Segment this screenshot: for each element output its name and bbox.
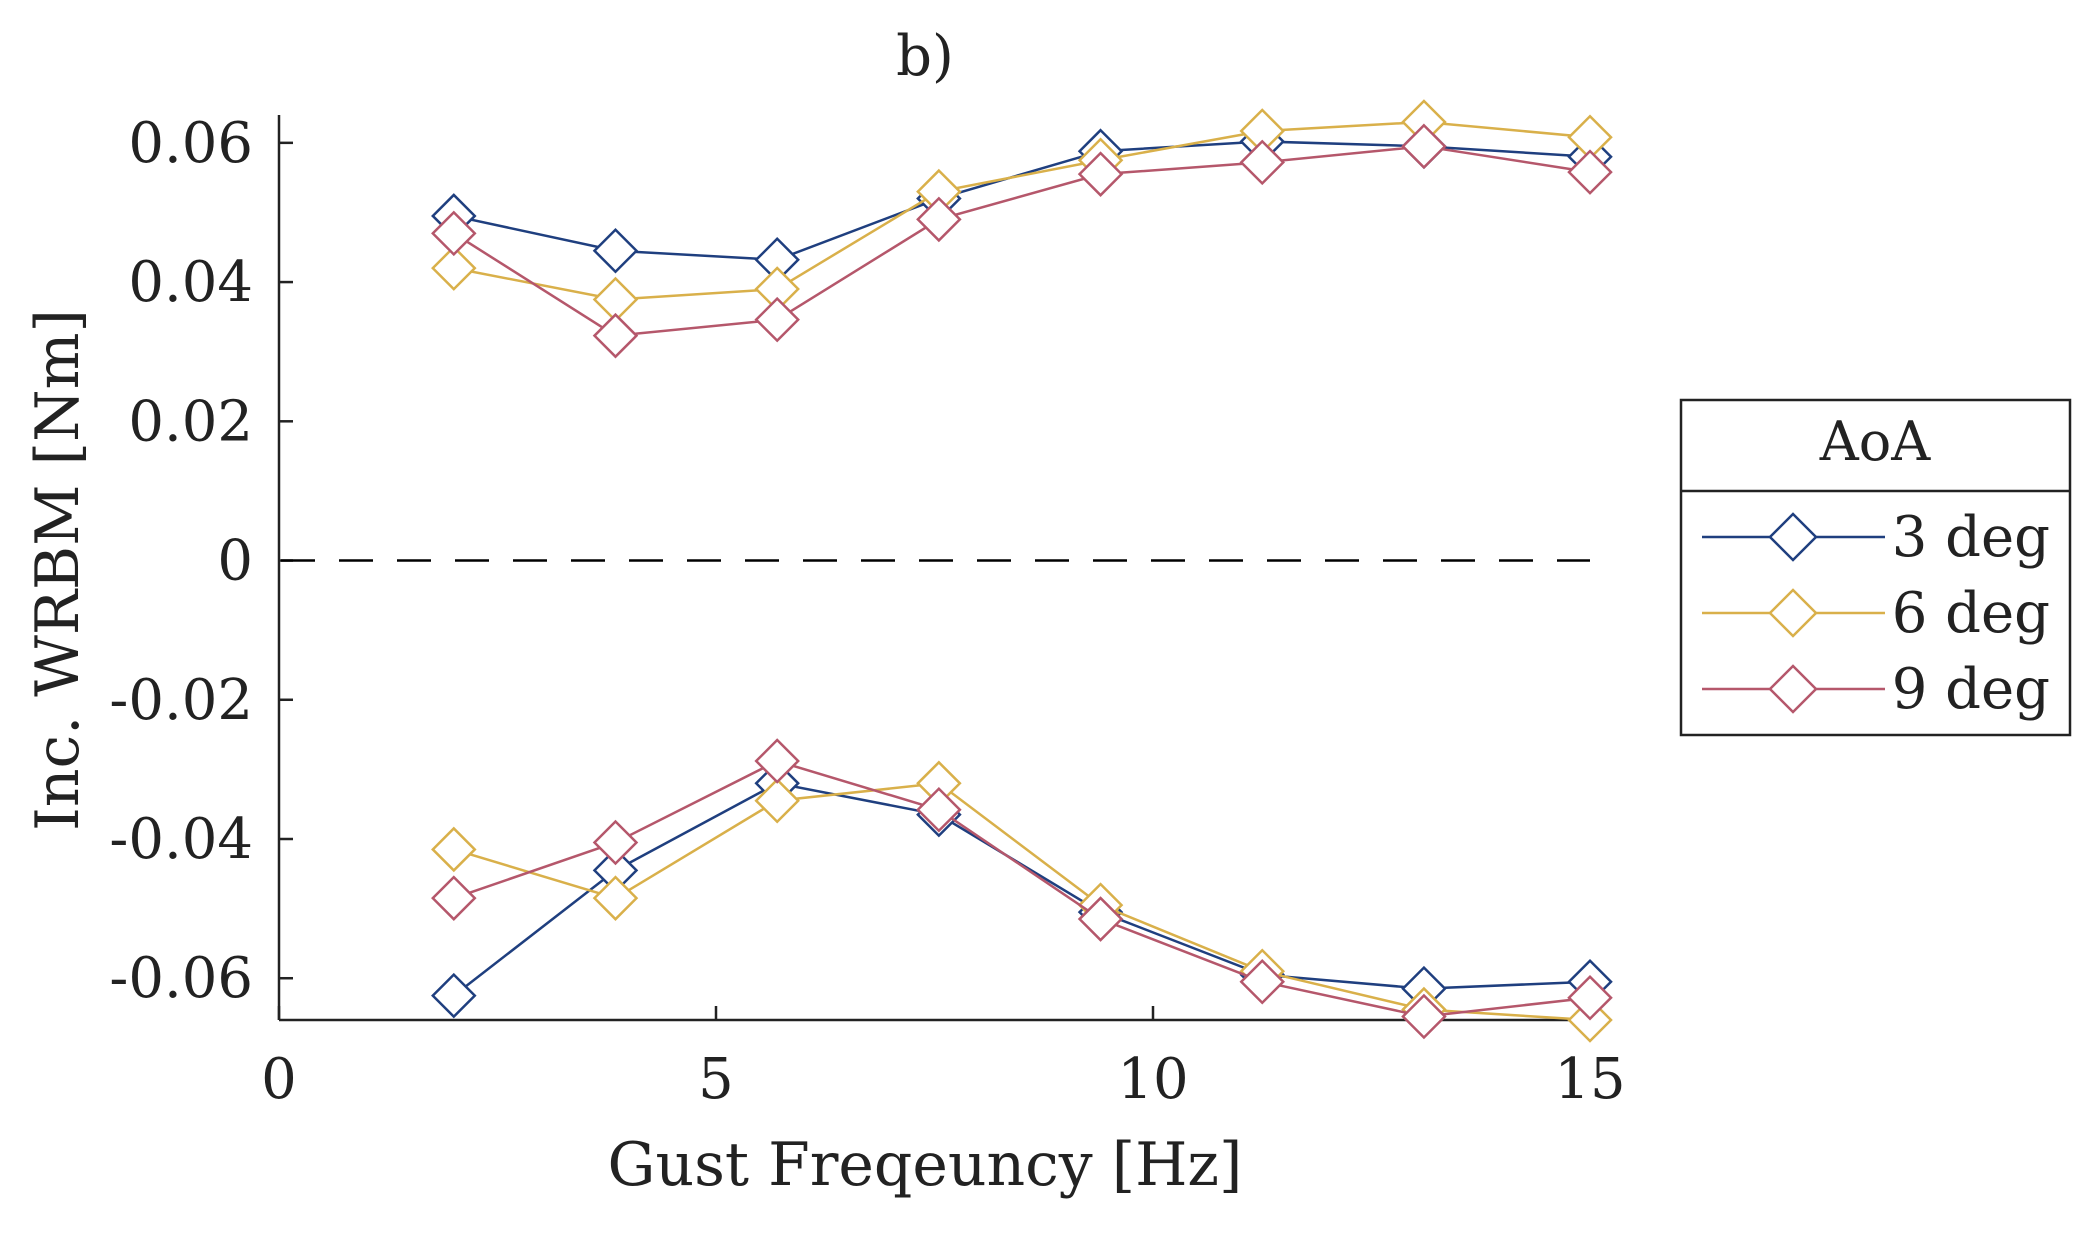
data-point-marker: [1239, 139, 1286, 186]
legend: AoA 3 deg 6 deg 9 deg: [1679, 398, 2072, 737]
legend-label: 9 deg: [1892, 657, 2050, 722]
data-point-marker: [754, 777, 800, 824]
y-axis-label: Inc. WRBM [Nm]: [23, 309, 93, 831]
data-point-marker: [1239, 958, 1286, 1005]
legend-marker: [1768, 512, 1818, 562]
legend-marker: [1768, 588, 1818, 638]
series-line-lower: [453, 782, 1591, 1022]
y-tick-label: 0: [217, 529, 253, 594]
data-point-marker: [431, 826, 477, 873]
data-point-marker: [1567, 974, 1613, 1021]
series-line-lower: [453, 759, 1591, 1018]
data-point-marker: [431, 972, 477, 1019]
chart-title: b): [896, 24, 954, 89]
data-point-marker: [754, 738, 800, 784]
series-line-upper: [453, 145, 1591, 337]
legend-label: 6 deg: [1892, 581, 2050, 646]
legend-box: [1679, 398, 2072, 737]
data-point-marker: [1401, 123, 1447, 170]
data-point-marker: [916, 786, 962, 833]
data-point-marker: [592, 875, 639, 921]
y-tick-label: -0.06: [109, 946, 253, 1011]
data-point-marker: [916, 196, 962, 243]
y-tick-label: 0.04: [128, 250, 253, 315]
data-point-marker: [592, 227, 639, 274]
data-point-marker: [1567, 149, 1613, 195]
series-line-upper: [453, 120, 1591, 301]
data-point-marker: [592, 312, 639, 359]
x-axis-label: Gust Freqeuncy [Hz]: [608, 1130, 1243, 1200]
series-9-deg: [431, 123, 1613, 1040]
y-tick-label: -0.02: [109, 668, 253, 733]
data-point-marker: [1077, 896, 1124, 942]
y-tick-label: 0.06: [128, 111, 253, 176]
x-tick-label: 5: [698, 1047, 734, 1112]
x-tick-label: 15: [1554, 1047, 1625, 1112]
y-tick-label: -0.04: [109, 807, 253, 872]
data-series: [431, 99, 1613, 1043]
axes: 0 5 10 15 -0.06 -0.04 -0.02 0 0.02 0.04 0.06: [109, 111, 1625, 1112]
data-point-marker: [592, 819, 639, 866]
data-point-marker: [431, 875, 477, 921]
data-point-marker: [1077, 151, 1124, 197]
legend-title: AoA: [1819, 410, 1932, 473]
legend-label: 3 deg: [1892, 505, 2050, 570]
data-point-marker: [431, 210, 477, 257]
data-point-marker: [1401, 993, 1447, 1040]
x-tick-label: 0: [261, 1047, 297, 1112]
y-tick-label: 0.02: [128, 389, 253, 454]
x-tick-label: 10: [1117, 1047, 1188, 1112]
data-point-marker: [754, 296, 800, 343]
legend-marker: [1768, 664, 1818, 714]
data-point-marker: [431, 245, 477, 291]
